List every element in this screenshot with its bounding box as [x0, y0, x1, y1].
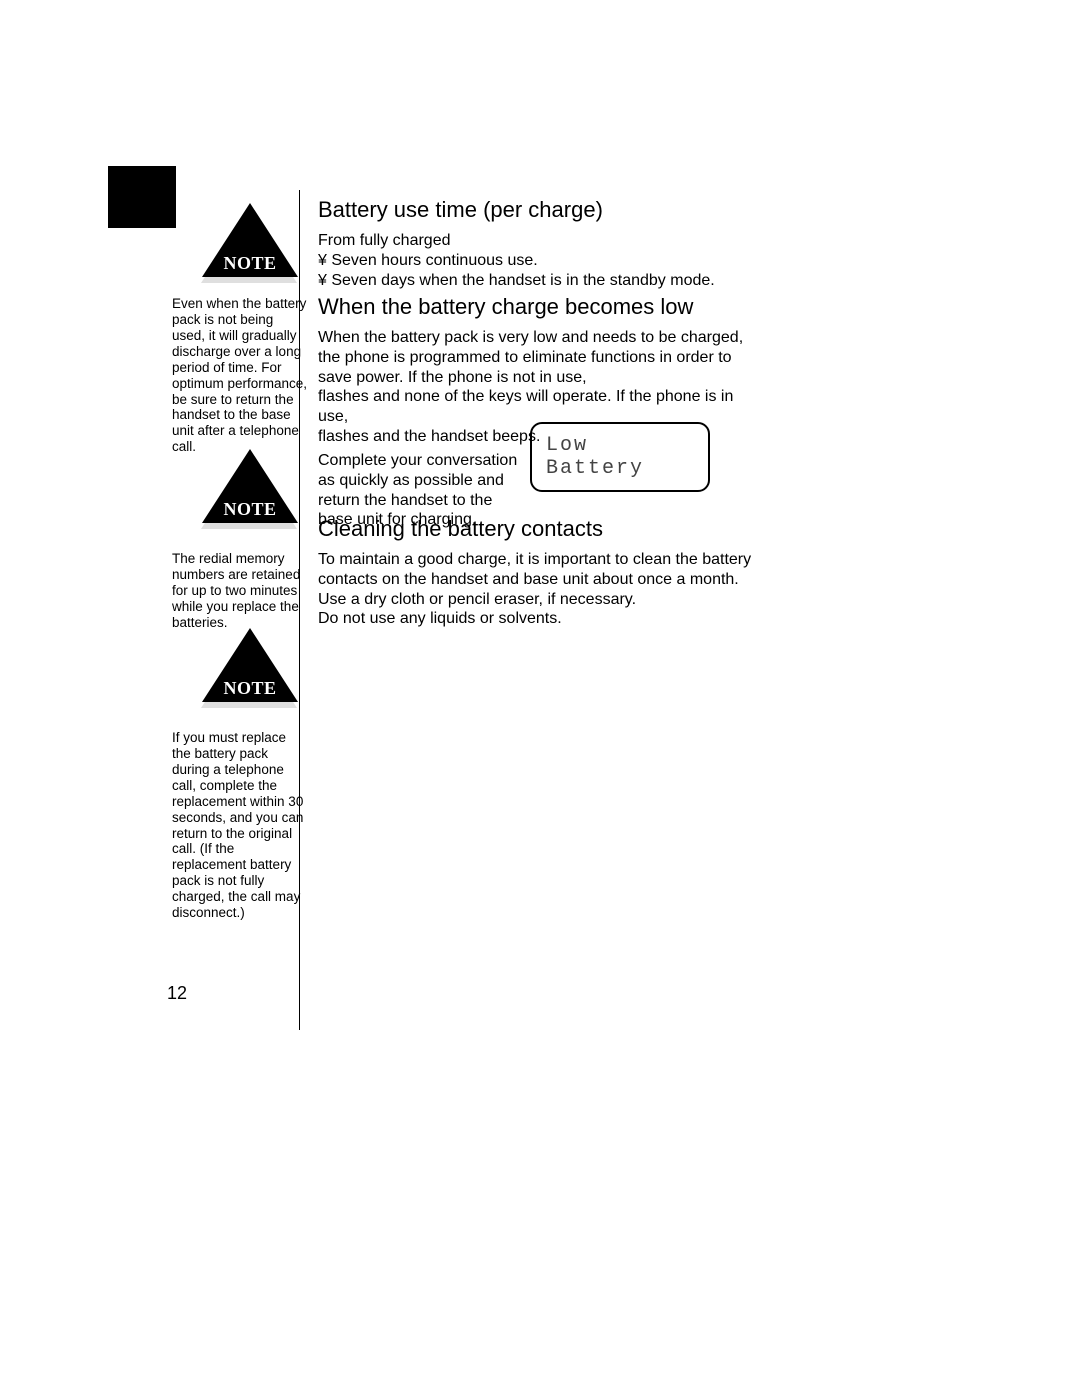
sidenote: If you must replace the battery pack dur… — [172, 730, 308, 921]
section-title: Battery use time (per charge) — [318, 197, 758, 223]
section-battery-low: When the battery charge becomes low When… — [318, 294, 758, 530]
list-item: ¥ Seven days when the handset is in the … — [318, 271, 758, 291]
manual-page: 12 NOTE NOTE NOTE Even when the battery … — [0, 0, 1080, 1397]
note-icon: NOTE — [195, 628, 305, 702]
body-text: When the battery pack is very low and ne… — [318, 329, 748, 425]
sidenote: Even when the battery pack is not being … — [172, 296, 308, 455]
lcd-text: Low Battery — [546, 434, 644, 480]
list-item: ¥ Seven hours continuous use. — [318, 251, 758, 271]
note-icon: NOTE — [195, 449, 305, 523]
note-label: NOTE — [195, 499, 305, 520]
note-icon: NOTE — [195, 203, 305, 277]
page-number: 12 — [167, 983, 187, 1004]
body-text: To maintain a good charge, it is importa… — [318, 550, 758, 629]
section-title: When the battery charge becomes low — [318, 294, 758, 320]
note-label: NOTE — [195, 678, 305, 699]
body-text: From fully charged — [318, 231, 758, 251]
section-cleaning-contacts: Cleaning the battery contacts To maintai… — [318, 516, 758, 629]
section-tab — [108, 166, 176, 228]
section-title: Cleaning the battery contacts — [318, 516, 758, 542]
sidenote: The redial memory numbers are retained f… — [172, 551, 308, 631]
note-label: NOTE — [195, 253, 305, 274]
section-battery-use-time: Battery use time (per charge) From fully… — [318, 197, 758, 290]
lcd-display: Low Battery — [530, 422, 710, 492]
